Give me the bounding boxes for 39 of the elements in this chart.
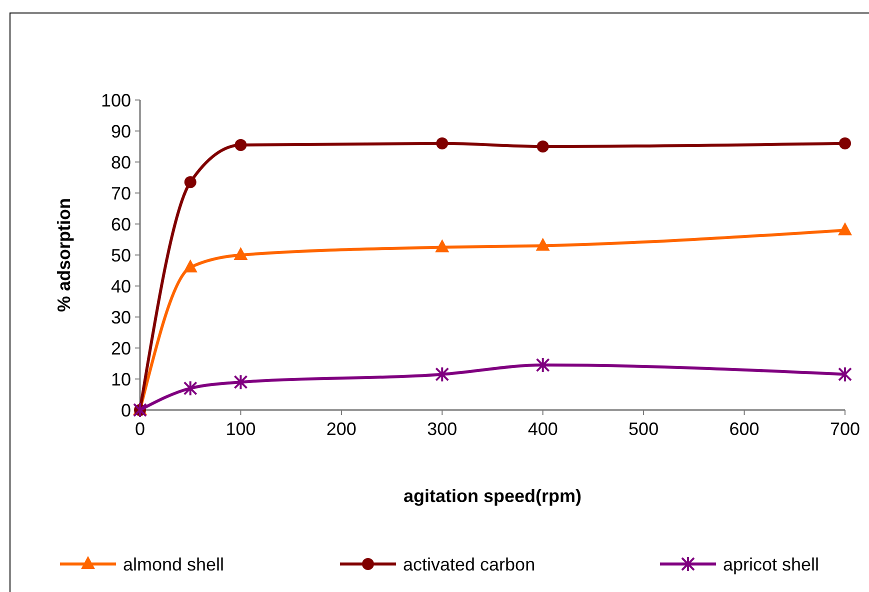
y-tick-label: 0 [120,400,131,420]
x-tick-label: 200 [326,419,356,439]
point [536,238,550,251]
y-axis-title: % adsorption [54,198,74,312]
point [838,366,852,382]
point [183,380,198,396]
x-tick-label: 300 [427,419,458,439]
x-axis-title: agitation speed(rpm) [403,486,582,506]
y-tick-label: 60 [110,214,131,234]
point [435,239,450,252]
legend-label: apricot shell [723,554,820,574]
point [234,247,248,260]
x-tick-label: 700 [830,419,860,439]
x-tick-label: 0 [134,419,146,439]
x-tick-label: 100 [226,419,256,439]
point [436,137,448,150]
point [234,138,247,151]
y-tick-label: 20 [110,338,131,358]
y-tick-label: 10 [110,369,131,390]
point [536,140,549,152]
y-tick-label: 90 [110,121,131,142]
point [839,137,851,150]
x-tick-label: 400 [528,419,558,439]
point [184,176,196,188]
y-tick-label: 30 [110,307,131,328]
x-tick-label: 500 [628,419,659,439]
y-tick-label: 80 [110,152,131,172]
y-tick-label: 40 [110,276,131,296]
point [536,357,550,374]
legend-label: almond shell [123,554,224,574]
y-tick-label: 70 [110,183,131,204]
y-tick-label: 100 [100,90,131,110]
point [435,366,450,382]
point [183,259,198,272]
legend-label: activated carbon [403,554,536,574]
x-tick-label: 600 [729,419,760,439]
y-tick-label: 50 [110,245,131,266]
point [838,222,852,236]
point [234,374,248,390]
